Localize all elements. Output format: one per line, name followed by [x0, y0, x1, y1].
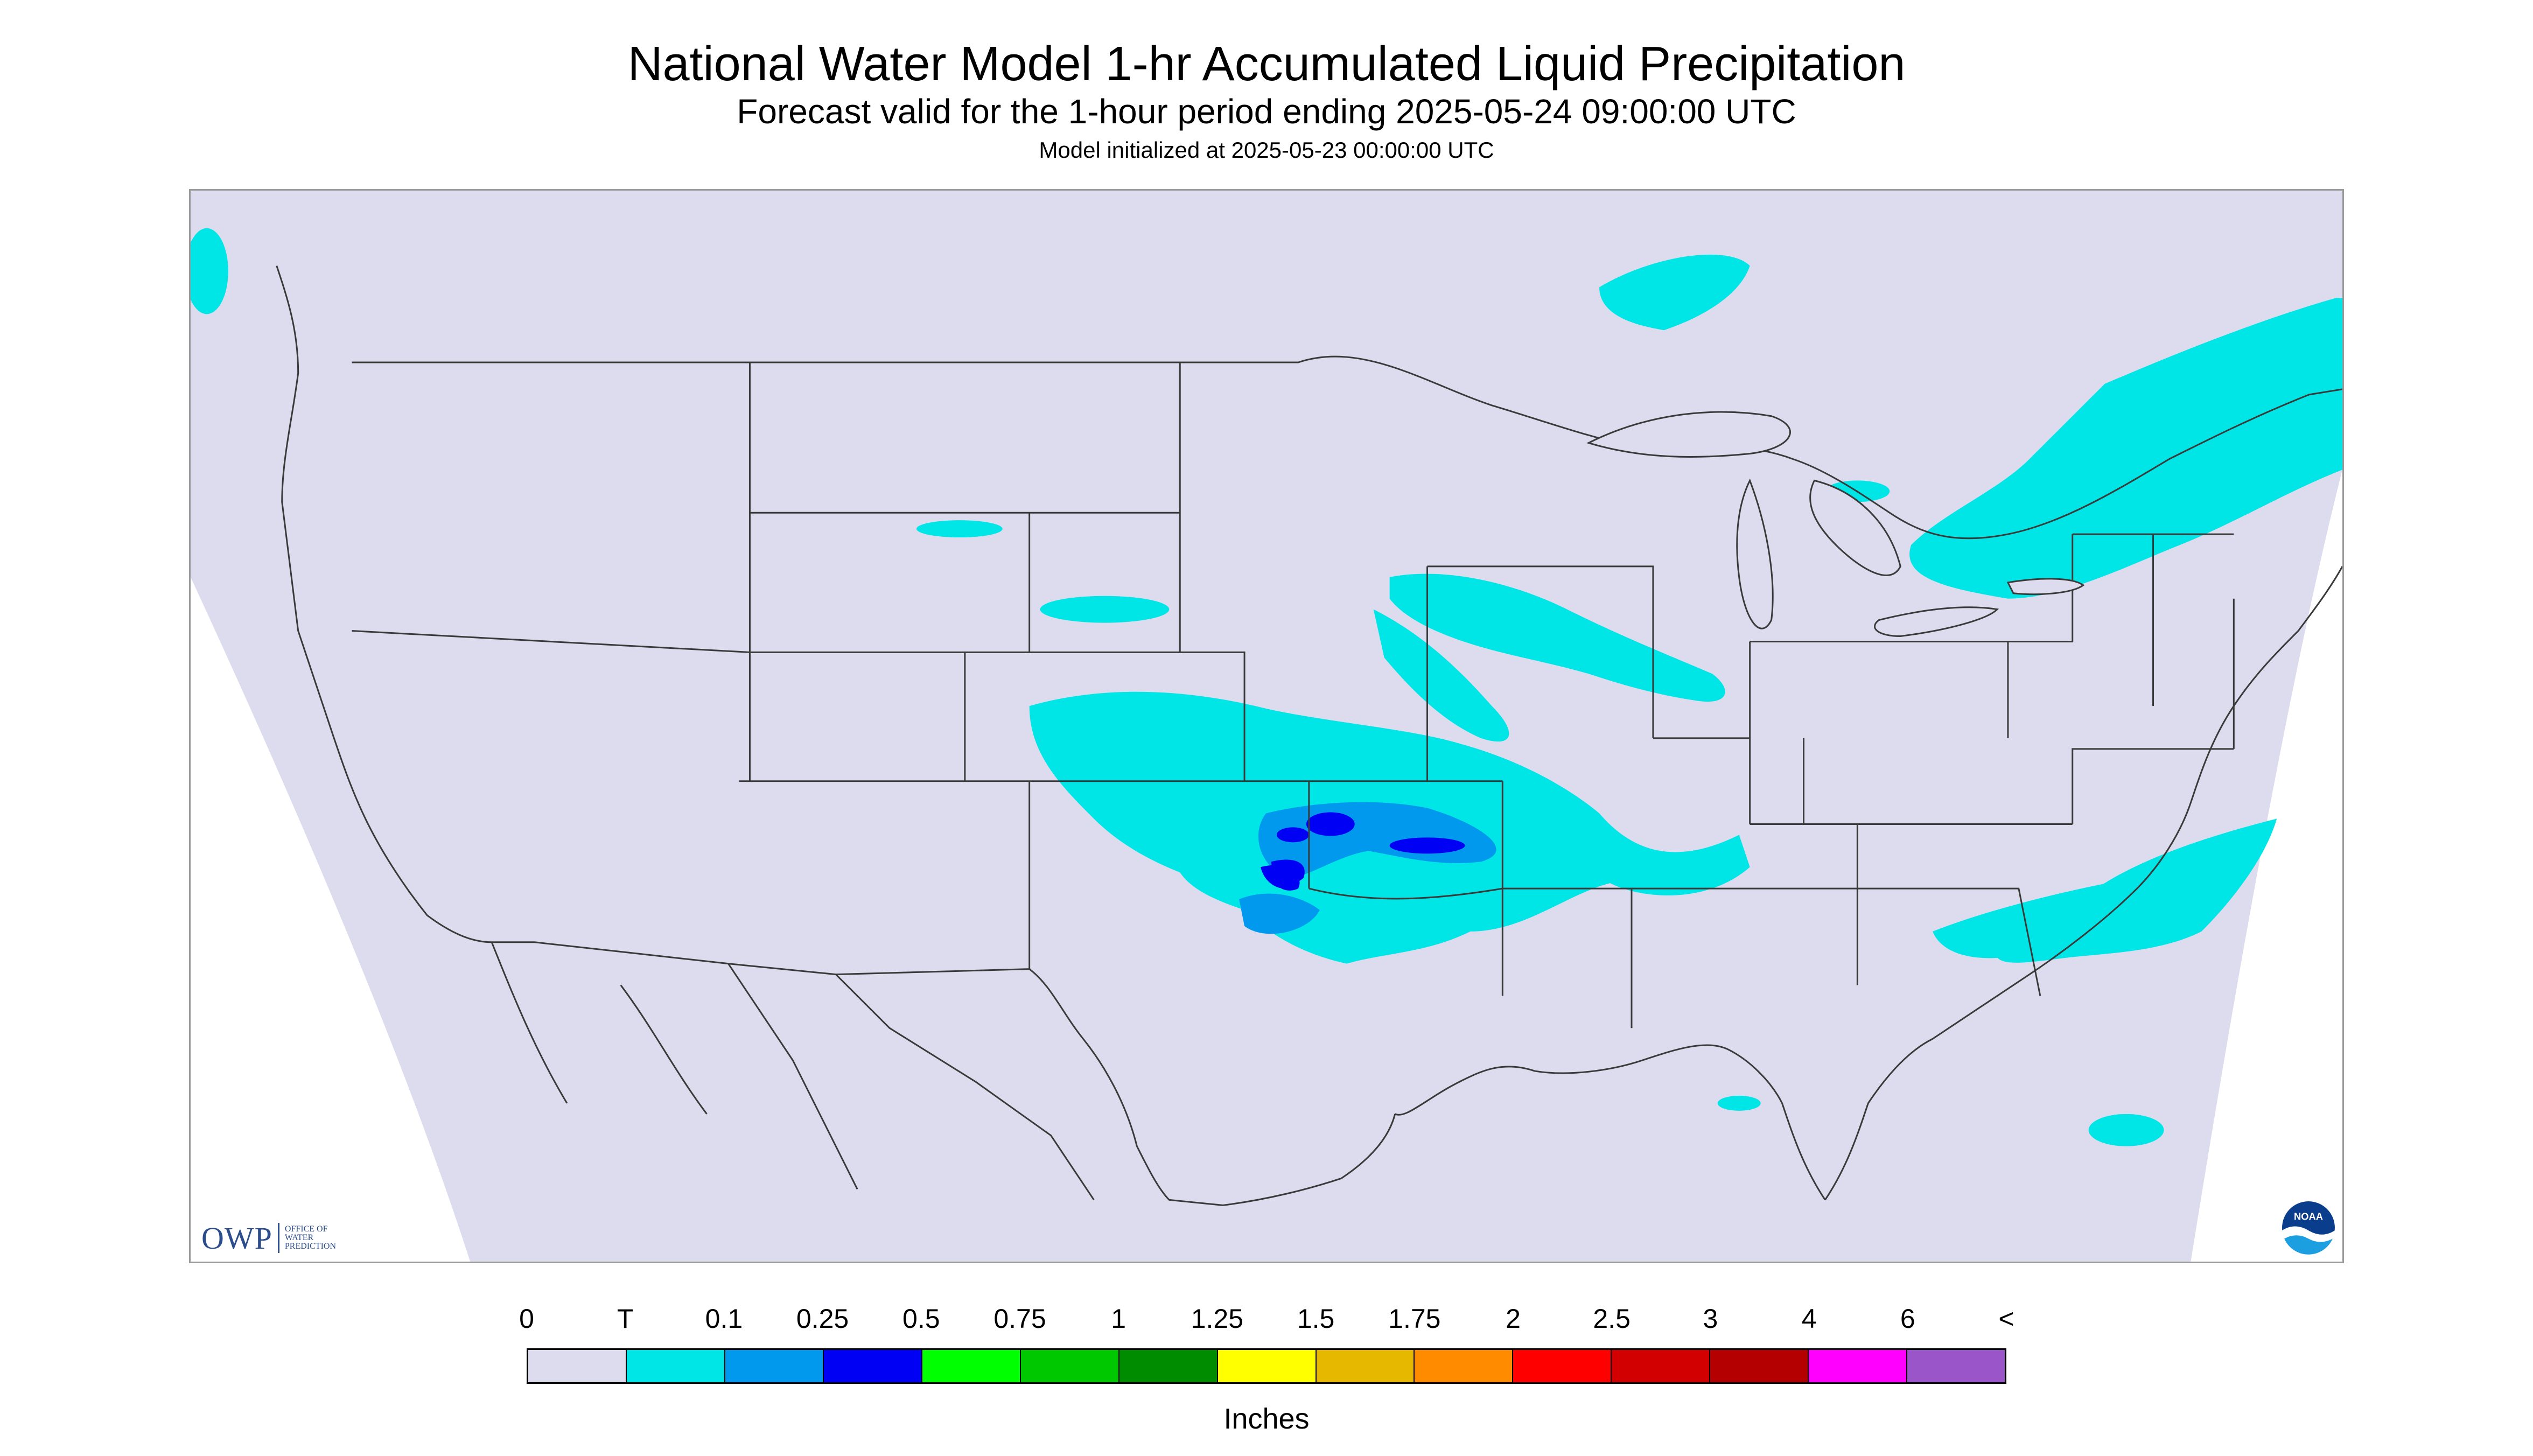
legend-tick-label: 1	[1111, 1304, 1126, 1334]
owp-logo: OWP OFFICE OF WATER PREDICTION	[201, 1220, 336, 1256]
precip-area-heavy-1	[1306, 812, 1355, 836]
color-legend	[527, 1348, 2006, 1384]
legend-swatch	[725, 1350, 824, 1382]
owp-logo-text: OFFICE OF WATER PREDICTION	[285, 1225, 336, 1251]
political-boundaries	[276, 265, 2342, 1206]
lake-ontario	[2006, 578, 2085, 596]
legend-swatch	[1612, 1350, 1711, 1382]
legend-tick-label: 6	[1900, 1304, 1915, 1334]
map-subtitle: Forecast valid for the 1-hour period end…	[737, 92, 1796, 131]
legend-swatch	[1119, 1350, 1218, 1382]
legend-swatch	[1020, 1350, 1119, 1382]
precip-area-nebraska	[916, 520, 1003, 538]
mexico-interior	[491, 942, 1095, 1201]
legend-tick-label: 2	[1506, 1304, 1521, 1334]
precip-area-kansas	[1040, 596, 1170, 623]
legend-tick-label: 0.75	[993, 1304, 1046, 1334]
precip-area-pacific-nw	[191, 228, 228, 314]
precip-area-missouri-band	[1373, 609, 1509, 742]
legend-tick-label: 4	[1801, 1304, 1817, 1334]
legend-swatch	[1415, 1350, 1514, 1382]
legend-swatch	[922, 1350, 1021, 1382]
legend-tick-label: 0	[519, 1304, 534, 1334]
owp-logo-line-2: WATER	[284, 1233, 314, 1242]
legend-tick-label: 3	[1703, 1304, 1718, 1334]
precip-area-moderate-2	[1239, 893, 1320, 934]
noaa-logo-text: NOAA	[2294, 1211, 2323, 1222]
us-west-coast	[276, 265, 535, 943]
legend-tick-label: 0.25	[796, 1304, 849, 1334]
legend-tick-label: 2.5	[1593, 1304, 1631, 1334]
legend-swatch	[1907, 1350, 2005, 1382]
lake-huron	[1809, 479, 1901, 576]
legend-swatch	[1513, 1350, 1612, 1382]
precip-area-heavy-2	[1389, 837, 1465, 854]
precip-area-heavy-3	[1276, 827, 1309, 843]
legend-tick-label: <	[1998, 1304, 2014, 1334]
owp-logo-letters: OWP	[201, 1220, 272, 1256]
map-title: National Water Model 1-hr Accumulated Li…	[627, 37, 1906, 91]
legend-tick-label: 0.5	[902, 1304, 940, 1334]
great-lakes	[1586, 411, 2085, 637]
legend-tick-label: 0.1	[705, 1304, 743, 1334]
lake-erie	[1874, 606, 1999, 637]
legend-swatch	[528, 1350, 627, 1382]
map-canvas	[191, 191, 2342, 1262]
precip-area-gulf	[1717, 1095, 1761, 1111]
precip-area-heavy-ok-southwest	[1271, 859, 1305, 884]
owp-logo-line-3: PREDICTION	[284, 1242, 336, 1251]
legend-swatch	[1316, 1350, 1415, 1382]
owp-logo-divider	[277, 1223, 279, 1253]
legend-swatch	[1217, 1350, 1317, 1382]
precip-area-iowa	[1389, 573, 1725, 702]
legend-swatch	[823, 1350, 922, 1382]
heavy-precip-south	[1261, 859, 1305, 891]
legend-tick-label: 1.25	[1191, 1304, 1244, 1334]
lake-superior	[1586, 411, 1791, 458]
model-init-line: Model initialized at 2025-05-23 00:00:00…	[1039, 137, 1494, 163]
owp-logo-line-1: OFFICE OF	[284, 1224, 328, 1234]
us-east-coast	[1394, 566, 2342, 1201]
noaa-logo: NOAA	[2282, 1201, 2335, 1255]
lake-michigan	[1736, 478, 1774, 629]
state-border-2	[1631, 533, 2235, 996]
legend-swatch	[1710, 1350, 1809, 1382]
us-canada-border	[352, 355, 2342, 540]
precip-area-ontario	[1599, 254, 1750, 331]
legend-tick-label: 1.75	[1388, 1304, 1441, 1334]
legend-tick-label: T	[617, 1304, 634, 1334]
legend-tick-label: 1.5	[1297, 1304, 1335, 1334]
precipitation-map: OWP OFFICE OF WATER PREDICTION NOAA	[189, 189, 2344, 1263]
heavy-precip-areas	[1276, 812, 1465, 854]
us-mexico-border	[534, 941, 1396, 1206]
precip-area-northeast	[1909, 298, 2342, 599]
precip-area-florida-east	[2088, 1114, 2164, 1146]
precip-area-atlantic-bands	[1933, 878, 2137, 958]
legend-swatch	[626, 1350, 725, 1382]
legend-unit-label: Inches	[1223, 1403, 1310, 1435]
legend-swatch	[1809, 1350, 1908, 1382]
